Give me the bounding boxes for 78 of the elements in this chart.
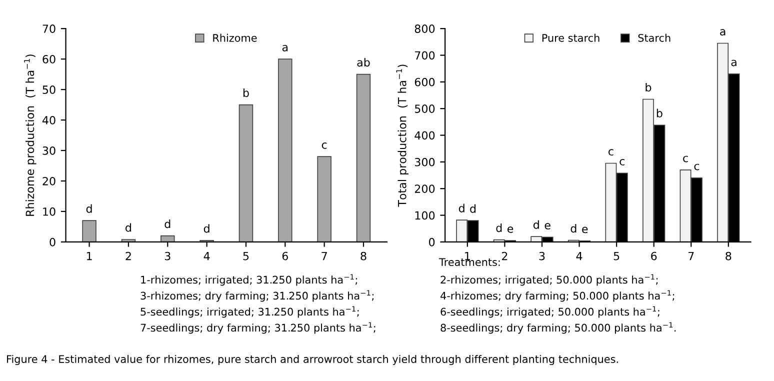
annotation: c	[683, 156, 688, 162]
annotation: e	[507, 226, 514, 233]
annotation: c	[694, 164, 700, 170]
y-tick-label: 400	[414, 131, 435, 140]
y-tick-label: 20	[42, 176, 56, 186]
text: Treatments:	[439, 258, 500, 266]
x-tick-label: 4	[576, 252, 582, 260]
x-tick-label: 6	[651, 252, 657, 260]
annotation: ab	[357, 58, 370, 67]
text: 1-rhizomes; irrigated; 31.250 plants ha$^{−1}$;	[141, 274, 357, 286]
legend-label: Rhizome	[213, 34, 257, 42]
x-tick-label: 7	[688, 252, 694, 260]
annotation: d	[204, 224, 210, 233]
text: 2-rhizomes; irrigated; 50.000 plants ha$^{−1}$;	[440, 274, 658, 286]
x-tick-label: 1	[86, 252, 92, 260]
bar	[160, 235, 175, 242]
y-tick-label: 300	[414, 158, 435, 166]
y-tick-label: 200	[414, 184, 435, 193]
x-tick-label: 2	[502, 252, 508, 260]
x-tick-label: 5	[243, 252, 249, 260]
annotation: d	[533, 220, 539, 229]
annotation: c	[322, 142, 327, 149]
x-tick-label: 3	[539, 252, 545, 260]
x-tick-label: 4	[204, 252, 210, 260]
text: 5-seedlings; irrigated; 31.250 plants ha$^{−1}$;	[140, 306, 359, 318]
annotation: b	[656, 108, 662, 118]
text: 7-seedlings; dry farming; 31.250 plants ha$^{−1}$;	[140, 322, 376, 334]
legend-label: Pure starch	[542, 34, 600, 42]
x-tick-label: 8	[360, 252, 366, 260]
y-tick-label: 60	[42, 55, 56, 64]
text: 3-rhizomes; dry farming; 31.250 plants ha$^{−1}$;	[140, 290, 374, 302]
y-tick-label: 50	[42, 86, 56, 94]
annotation: d	[458, 204, 464, 212]
y-tick-label: 70	[42, 24, 56, 33]
y-tick-label: 500	[414, 104, 435, 113]
x-tick-label: 5	[614, 252, 620, 260]
annotation: b	[243, 88, 249, 98]
annotation: d	[570, 224, 576, 233]
annotation: d	[126, 223, 131, 232]
annotation: c	[608, 149, 614, 156]
bar	[238, 104, 254, 242]
annotation: b	[646, 82, 652, 92]
x-tick-label: 3	[164, 252, 170, 260]
annotation: d	[496, 223, 502, 232]
text: 8-seedlings; dry farming; 50.000 plants ha$^{−1}$.	[440, 322, 676, 334]
text: 6-seedlings; irrigated; 50.000 plants ha$^{−1}$;	[440, 306, 660, 318]
y-axis-title: Rhizome production (T ha$^{−1}$)	[24, 54, 36, 216]
annotation: c	[620, 159, 625, 166]
y-tick-label: 800	[414, 24, 435, 33]
bar	[356, 74, 371, 242]
annotation: a	[720, 29, 726, 36]
annotation: a	[731, 60, 736, 66]
y-tick-label: 10	[43, 207, 56, 216]
x-tick-label: 2	[126, 252, 131, 260]
bar	[82, 220, 96, 242]
y-tick-label: 0	[50, 238, 56, 246]
text: 4-rhizomes; dry farming; 50.000 plants ha$^{−1}$;	[440, 290, 674, 302]
legend-label: Starch	[638, 34, 670, 42]
bar	[278, 58, 292, 242]
y-tick-label: 700	[415, 51, 435, 60]
annotation: a	[282, 44, 288, 52]
caption: Figure 4 - Estimated value for rhizomes, pure starch and arrowroot starch yield through different planting techniques.	[7, 354, 618, 366]
y-tick-label: 100	[415, 211, 435, 220]
y-tick-label: 0	[428, 238, 435, 246]
annotation: d	[164, 220, 170, 228]
y-tick-label: 30	[42, 146, 56, 155]
annotation: e	[544, 223, 550, 230]
bar	[317, 156, 332, 242]
x-tick-label: 1	[465, 252, 470, 260]
y-tick-label: 600	[414, 78, 435, 86]
y-tick-label: 40	[42, 116, 56, 124]
y-axis-title: Total production (T ha$^{−1}$)	[396, 64, 408, 207]
annotation: d	[470, 204, 476, 213]
x-tick-label: 6	[282, 252, 288, 260]
x-tick-label: 8	[726, 252, 732, 260]
x-tick-label: 7	[322, 252, 327, 260]
annotation: d	[86, 204, 92, 213]
annotation: e	[582, 226, 588, 234]
